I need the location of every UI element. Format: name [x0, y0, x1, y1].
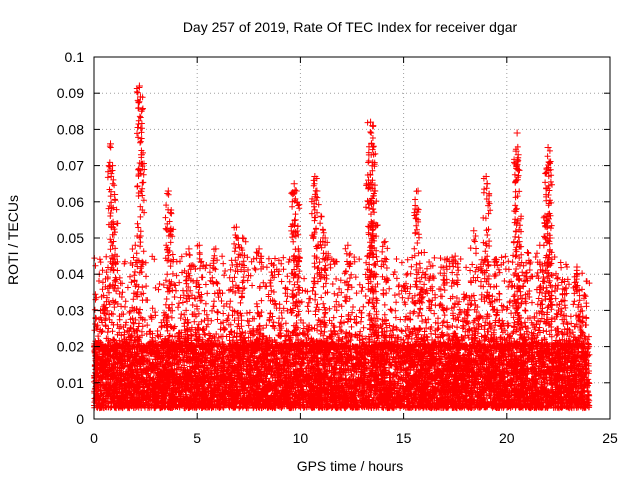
peak-point: [441, 256, 449, 264]
peak-point: [166, 209, 174, 217]
peak-point: [413, 205, 421, 213]
peak-point: [367, 118, 375, 126]
peak-point: [164, 187, 172, 195]
peak-point: [523, 248, 531, 256]
y-tick-label: 0.09: [57, 85, 84, 101]
peak-point: [255, 245, 263, 253]
grid-lines: [94, 57, 610, 419]
peak-point: [311, 172, 319, 180]
y-axis-label: ROTI / TECUs: [5, 195, 21, 285]
peak-point: [292, 187, 300, 195]
y-tick-label: 0.03: [57, 302, 84, 318]
peak-point: [368, 140, 376, 148]
peak-point: [137, 151, 145, 159]
peak-point: [232, 223, 240, 231]
y-tick-label: 0: [76, 411, 84, 427]
scatter-markers: [91, 84, 593, 412]
peak-point: [131, 241, 139, 249]
peak-point: [344, 241, 352, 249]
peak-point: [239, 234, 247, 242]
peak-point: [536, 241, 544, 249]
peak-point: [290, 180, 298, 188]
peak-point: [135, 82, 143, 90]
peak-point: [478, 256, 486, 264]
data-points: [91, 82, 593, 412]
peak-point: [107, 140, 115, 148]
peak-point: [514, 151, 522, 159]
peak-point: [369, 220, 377, 228]
y-tick-label: 0.08: [57, 121, 84, 137]
peak-point: [544, 144, 552, 151]
peak-point: [381, 238, 389, 246]
x-tick-label: 10: [293, 430, 309, 446]
chart-title: Day 257 of 2019, Rate Of TEC Index for r…: [183, 19, 518, 35]
x-tick-label: 20: [499, 430, 515, 446]
peak-point: [541, 212, 549, 220]
x-axis-label: GPS time / hours: [297, 458, 404, 474]
peak-point: [111, 191, 119, 199]
x-tick-label: 25: [602, 430, 618, 446]
y-tick-label: 0.05: [57, 230, 84, 246]
peak-point: [109, 162, 117, 170]
peak-point: [470, 227, 478, 235]
peak-point: [317, 212, 325, 220]
peak-point: [414, 187, 422, 195]
peak-point: [513, 129, 521, 137]
peak-point: [482, 172, 490, 180]
axis-ticks: 0 0.01 0.02 0.03 0.04 0.05 0.06 0.07 0.08 0.09 0.1…: [57, 49, 618, 446]
x-tick-label: 5: [193, 430, 201, 446]
peak-point: [268, 259, 276, 267]
peak-point: [492, 256, 500, 264]
peak-point: [365, 176, 373, 184]
y-tick-label: 0.07: [57, 158, 84, 174]
peak-point: [136, 93, 144, 101]
peak-point: [515, 238, 523, 246]
peak-point: [512, 147, 520, 155]
y-tick-label: 0.06: [57, 194, 84, 210]
peak-point: [546, 234, 554, 242]
y-tick-label: 0.02: [57, 339, 84, 355]
x-tick-label: 0: [90, 430, 98, 446]
peak-point: [545, 158, 553, 166]
peak-point: [369, 122, 377, 130]
peak-point: [185, 245, 193, 253]
peak-point: [195, 241, 203, 249]
peak-point: [291, 216, 299, 224]
peak-point: [420, 248, 428, 256]
y-tick-label: 0.01: [57, 375, 84, 391]
peak-point: [543, 165, 551, 173]
y-tick-label: 0.1: [65, 49, 85, 65]
peak-point: [321, 234, 329, 242]
x-tick-label: 15: [396, 430, 412, 446]
peak-point: [573, 263, 581, 271]
y-tick-label: 0.04: [57, 266, 84, 282]
peak-point: [451, 252, 459, 260]
peak-point: [371, 187, 379, 195]
peak-point: [313, 187, 321, 195]
peak-point: [212, 245, 220, 253]
peak-point: [577, 303, 585, 311]
peak-point: [483, 180, 491, 188]
peak-point: [561, 277, 569, 285]
peak-point: [294, 245, 302, 253]
